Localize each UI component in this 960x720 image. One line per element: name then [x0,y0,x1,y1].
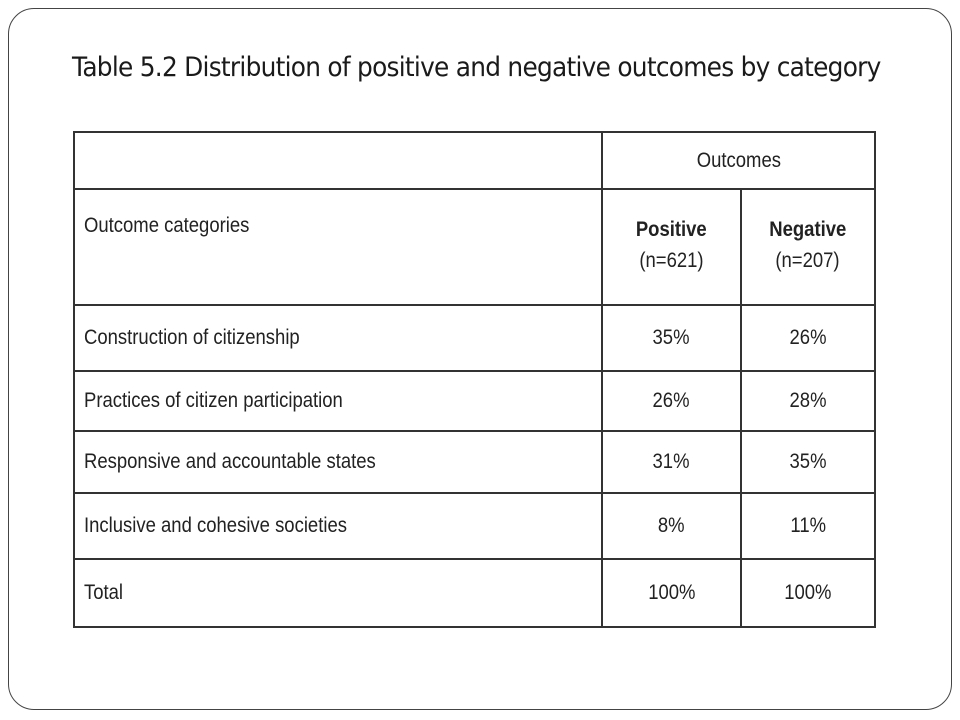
positive-header-label: Positive [636,218,707,241]
positive-total-cell: 100% [601,558,742,628]
category-cell: Responsive and accountable states [72,430,604,494]
negative-header-n: (n=207) [775,249,840,272]
empty-corner-cell [72,131,604,190]
negative-value-cell: 11% [739,492,877,560]
outcomes-table: Outcomes Outcome categories Positive (n=… [72,131,877,628]
category-cell: Inclusive and cohesive societies [72,492,604,560]
positive-column-header: Positive (n=621) [601,188,742,306]
table-row: Inclusive and cohesive societies 8% 11% [72,492,877,560]
negative-value-cell: 28% [739,370,877,432]
category-cell: Construction of citizenship [72,304,604,372]
positive-value-cell: 31% [601,430,742,494]
positive-header-n: (n=621) [639,249,704,272]
table-total-row: Total 100% 100% [72,558,877,628]
positive-value-cell: 35% [601,304,742,372]
category-cell: Practices of citizen participation [72,370,604,432]
positive-value-cell: 26% [601,370,742,432]
table-group-header-row: Outcomes [72,131,876,190]
negative-header-label: Negative [769,218,847,241]
negative-value-cell: 26% [739,304,877,372]
outcome-categories-header: Outcome categories [72,188,604,306]
outcomes-group-header: Outcomes [601,131,876,190]
table-title: Table 5.2 Distribution of positive and n… [72,52,881,83]
table-row: Responsive and accountable states 31% 35… [72,430,877,494]
total-label-cell: Total [72,558,604,628]
negative-total-cell: 100% [739,558,877,628]
negative-value-cell: 35% [739,430,877,494]
negative-column-header: Negative (n=207) [739,188,877,306]
table-row: Practices of citizen participation 26% 2… [72,370,877,432]
table-row: Construction of citizenship 35% 26% [72,304,877,372]
table-header-row: Outcome categories Positive (n=621) Nega… [72,188,877,306]
positive-value-cell: 8% [601,492,742,560]
